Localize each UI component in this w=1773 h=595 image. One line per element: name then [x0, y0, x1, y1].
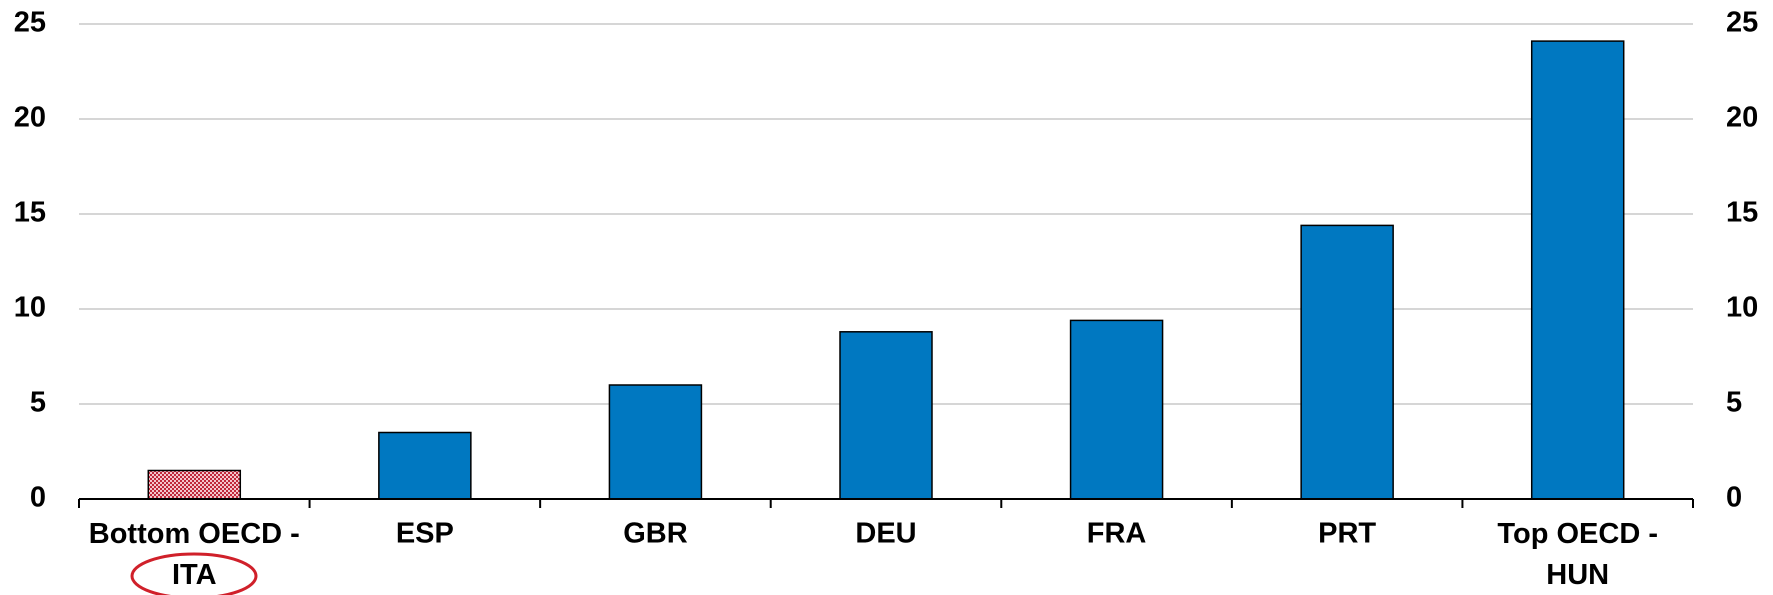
- y2-tick-label: 15: [1726, 197, 1758, 229]
- y-tick-label: 5: [30, 387, 46, 419]
- x-tick-label: Top OECD - HUN: [1497, 518, 1658, 591]
- bar: [608, 384, 703, 500]
- x-tick-label-line: Top OECD -: [1497, 518, 1658, 550]
- y2-tick-label: 20: [1726, 102, 1758, 134]
- x-tick-label: Bottom OECD - ITA: [89, 518, 300, 591]
- y2-tick-label: 0: [1726, 482, 1742, 514]
- y-tick-label: 15: [14, 197, 46, 229]
- x-tick-label-line: HUN: [1546, 559, 1609, 591]
- bar: [839, 331, 933, 500]
- x-tick-label: GBR: [623, 518, 688, 550]
- x-tick-label: FRA: [1087, 518, 1147, 550]
- x-tick-label-line: Bottom OECD -: [89, 518, 300, 550]
- bar: [147, 469, 242, 500]
- y-tick-label: 20: [14, 102, 46, 134]
- y-tick-label: 25: [14, 7, 46, 39]
- bar: [1069, 319, 1164, 500]
- y-tick-label: 0: [30, 482, 46, 514]
- y2-tick-label: 10: [1726, 292, 1758, 324]
- y2-tick-label: 25: [1726, 7, 1758, 39]
- y-tick-label: 10: [14, 292, 46, 324]
- x-tick-label: DEU: [855, 518, 916, 550]
- x-tick-label: ESP: [396, 518, 454, 550]
- bar: [378, 431, 472, 500]
- bar: [1300, 224, 1394, 500]
- x-tick-label-line: ITA: [172, 559, 217, 591]
- highlight-ellipse: [130, 552, 258, 595]
- x-tick-label: PRT: [1318, 518, 1376, 550]
- bar: [1530, 40, 1625, 500]
- y2-tick-label: 5: [1726, 387, 1742, 419]
